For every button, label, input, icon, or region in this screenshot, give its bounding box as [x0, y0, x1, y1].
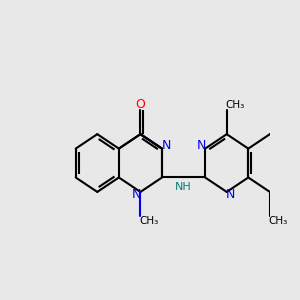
Text: CH₃: CH₃ — [268, 216, 288, 226]
Text: N: N — [196, 139, 206, 152]
Text: NH: NH — [175, 182, 192, 192]
Text: N: N — [161, 139, 171, 152]
Text: CH₃: CH₃ — [139, 216, 158, 226]
Text: N: N — [132, 188, 141, 201]
Text: N: N — [226, 188, 236, 201]
Text: O: O — [136, 98, 146, 111]
Text: CH₃: CH₃ — [225, 100, 245, 110]
